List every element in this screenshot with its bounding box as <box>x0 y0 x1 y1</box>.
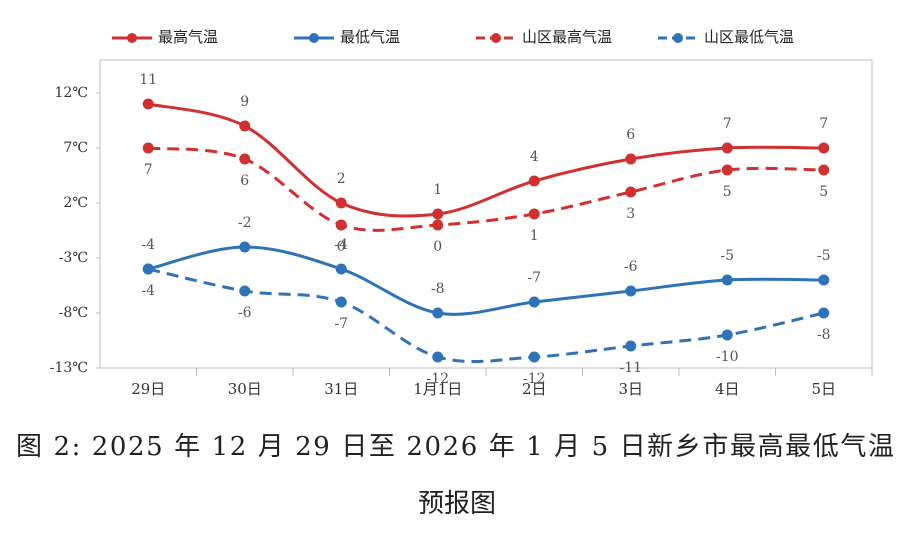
data-point <box>432 351 444 363</box>
x-tick-label: 30日 <box>228 380 262 398</box>
legend-marker <box>127 33 137 43</box>
data-point <box>625 153 637 165</box>
data-label: -8 <box>817 327 831 343</box>
series-line <box>147 267 825 363</box>
y-tick-label: 2℃ <box>63 195 88 211</box>
legend-marker <box>491 33 501 43</box>
x-tick-label: 3日 <box>618 380 643 398</box>
data-point <box>721 329 733 341</box>
data-point <box>818 142 830 154</box>
data-label: 0 <box>433 239 442 255</box>
data-label: 3 <box>626 206 635 222</box>
data-label: -5 <box>720 248 734 264</box>
data-label: 1 <box>433 182 442 198</box>
data-label: -6 <box>238 305 252 321</box>
x-tick-label: 2日 <box>522 380 547 398</box>
data-point <box>625 340 637 352</box>
legend-marker <box>673 33 683 43</box>
data-point <box>625 186 637 198</box>
y-tick-label: 7℃ <box>63 140 88 156</box>
data-label: -4 <box>334 237 348 253</box>
y-tick-label: -3℃ <box>59 250 88 266</box>
data-label: 1 <box>530 228 539 244</box>
data-label: 2 <box>337 171 346 187</box>
data-label: -5 <box>817 248 831 264</box>
data-point <box>721 274 733 286</box>
y-tick-label: -8℃ <box>59 305 88 321</box>
series-line <box>147 102 824 218</box>
data-point <box>142 263 154 275</box>
data-point <box>721 164 733 176</box>
x-tick-label: 1月1日 <box>413 380 462 398</box>
data-point <box>239 285 251 297</box>
data-label: 0 <box>337 239 346 255</box>
legend-label: 最低气温 <box>340 28 400 46</box>
data-point <box>721 142 733 154</box>
legend-marker <box>309 33 319 43</box>
data-label: 4 <box>530 149 539 165</box>
x-tick-label: 4日 <box>715 380 740 398</box>
data-label: 6 <box>240 173 249 189</box>
data-label: -4 <box>141 283 155 299</box>
y-tick-label: 12℃ <box>55 85 88 101</box>
data-point <box>335 197 347 209</box>
data-point <box>142 98 154 110</box>
data-point <box>528 175 540 187</box>
legend-label: 山区最高气温 <box>522 28 612 46</box>
x-tick-label: 29日 <box>131 380 165 398</box>
data-label: -4 <box>141 237 155 253</box>
caption: 图 2: 2025 年 12 月 29 日至 2026 年 1 月 5 日新乡市… <box>16 432 894 462</box>
x-tick-label: 5日 <box>811 380 836 398</box>
data-label: -11 <box>619 360 642 376</box>
data-label: -7 <box>527 270 541 286</box>
legend-label: 最高气温 <box>158 28 218 46</box>
data-point <box>528 351 540 363</box>
data-label: -12 <box>426 371 449 387</box>
data-point <box>818 164 830 176</box>
data-point <box>239 153 251 165</box>
data-point <box>818 274 830 286</box>
data-label: 7 <box>144 162 153 178</box>
y-tick-label: -13℃ <box>50 360 88 376</box>
data-label: 5 <box>819 184 828 200</box>
data-point <box>625 285 637 297</box>
data-point <box>528 208 540 220</box>
legend-label: 山区最低气温 <box>704 28 794 46</box>
data-label: -2 <box>238 215 252 231</box>
data-point <box>528 296 540 308</box>
data-point <box>432 307 444 319</box>
data-label: 7 <box>723 116 732 132</box>
x-tick-label: 31日 <box>324 380 358 398</box>
caption: 预报图 <box>418 489 496 519</box>
series-line <box>148 146 824 232</box>
data-point <box>818 307 830 319</box>
data-label: 11 <box>139 72 157 88</box>
data-point <box>432 219 444 231</box>
data-point <box>239 120 251 132</box>
data-point <box>432 208 444 220</box>
data-label: -10 <box>716 349 739 365</box>
data-label: 6 <box>626 127 635 143</box>
data-label: -6 <box>624 259 638 275</box>
data-point <box>239 241 251 253</box>
data-label: 9 <box>240 94 249 110</box>
data-point <box>142 142 154 154</box>
data-label: -7 <box>334 316 348 332</box>
data-label: 7 <box>819 116 828 132</box>
plot-frame <box>99 59 873 369</box>
data-label: -12 <box>523 371 546 387</box>
data-point <box>335 296 347 308</box>
data-point <box>335 219 347 231</box>
data-label: -8 <box>431 281 445 297</box>
data-label: 5 <box>723 184 732 200</box>
data-point <box>335 263 347 275</box>
